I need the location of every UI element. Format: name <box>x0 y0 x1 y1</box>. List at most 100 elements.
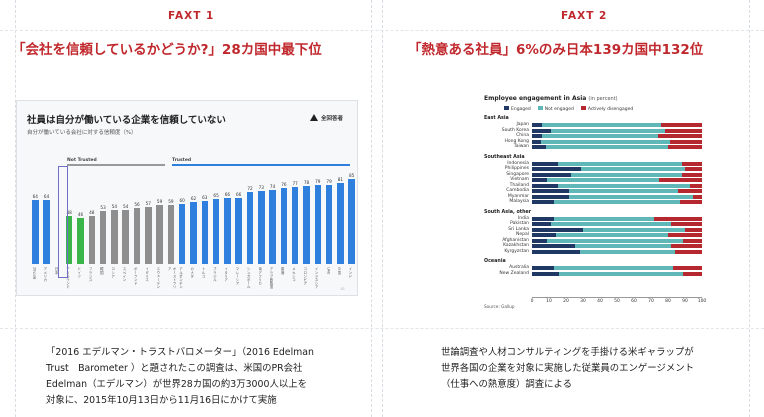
legend-item: Actively disengaged <box>580 106 634 112</box>
country-label: Cambodia <box>506 188 529 194</box>
trust-bar-category: アラブ首長国 <box>269 267 274 289</box>
country-bar-segment <box>545 145 668 150</box>
trust-bar-category: インドネシア <box>315 267 319 289</box>
caption-line: 世論調査や人材コンサルティングを手掛ける米ギャラップが <box>441 347 694 358</box>
country-bar-segment <box>583 227 685 232</box>
guide-line <box>0 328 764 329</box>
trust-bar-value: 73 <box>258 185 264 190</box>
trust-bar-value: 72 <box>247 186 253 191</box>
trust-bar <box>314 185 321 264</box>
country-label: Hong Kong <box>504 138 529 144</box>
guide-line <box>371 0 372 417</box>
x-tick-label: 50 <box>614 299 620 304</box>
group-trusted-line <box>172 164 350 166</box>
trust-bar-value: 48 <box>89 210 95 215</box>
country-bar-segment <box>554 216 655 221</box>
trust-bar <box>99 211 107 264</box>
country-label: Thailand <box>509 182 529 188</box>
trust-bar <box>258 191 265 264</box>
trust-bar-chart: 64 28カ国 64 アメリカ 日本 48 アイルランド 46 ドイツ 48 フランス 53 韓国 54 ロ… <box>17 101 357 295</box>
legend-label: Actively disengaged <box>587 107 634 112</box>
country-label: Japan <box>516 122 529 128</box>
legend-item: Engaged <box>504 106 531 112</box>
trust-bar-value: 85 <box>349 173 355 178</box>
trust-bar-category: イギリス <box>145 267 150 282</box>
trust-bar-value: 76 <box>281 182 287 187</box>
trust-bar-value: 64 <box>32 194 38 199</box>
country-bar-segment <box>542 134 658 139</box>
trust-bar <box>156 205 163 264</box>
trust-bar-category: カナダ <box>190 267 195 278</box>
country-bar-segment <box>654 216 702 221</box>
country-bar-segment <box>671 222 702 227</box>
trust-bar-category: インド <box>348 267 353 278</box>
fact-2-label: FAXT 2 <box>561 10 608 22</box>
country-bar <box>532 139 702 144</box>
trust-bar-category: メキシコ <box>292 267 297 282</box>
country-bar <box>532 244 702 249</box>
engagement-chart-title-text: Employee engagement in Asia <box>484 95 587 102</box>
legend-label: Not engaged <box>544 107 574 112</box>
region-label: Oceania <box>484 259 506 264</box>
trust-bar <box>43 200 50 264</box>
trust-bar <box>65 216 73 264</box>
trust-bar <box>190 202 197 264</box>
engagement-legend: Engaged Not engaged Actively disengaged <box>504 106 640 112</box>
country-bar-segment <box>542 123 662 128</box>
country-bar-segment <box>554 266 674 271</box>
engagement-chart: Employee engagement in Asia (in percent)… <box>484 95 710 310</box>
country-bar-segment <box>679 200 702 205</box>
country-label: Pakistan <box>510 221 529 227</box>
slide-subtitle: 自分が働いている会社に対する信頼度（%） <box>27 130 137 136</box>
country-bar-segment <box>569 189 679 194</box>
trust-bar-value: 79 <box>326 179 332 184</box>
country-bar-segment <box>569 194 694 199</box>
country-bar-segment <box>661 123 702 128</box>
trust-bar-value: 59 <box>156 199 163 204</box>
trust-bar-category: 中国 <box>337 267 342 275</box>
country-bar-segment <box>681 172 702 177</box>
country-label: Myanmar <box>507 193 529 199</box>
trust-bar <box>212 199 220 264</box>
trust-bar-value: 46 <box>77 212 84 217</box>
x-tick-label: 100 <box>697 299 707 304</box>
trust-bar-category: ブラジル <box>213 267 218 282</box>
country-bar-segment <box>532 134 543 139</box>
country-bar-segment <box>555 233 668 238</box>
caption-line: （仕事への熱意度）調査による <box>441 379 572 390</box>
country-bar-segment <box>532 216 555 221</box>
trust-bar-value: 81 <box>337 177 344 182</box>
country-bar-segment <box>664 128 702 133</box>
country-bar-segment <box>659 178 702 183</box>
country-bar <box>532 161 702 166</box>
country-label: Philippines <box>504 166 529 172</box>
country-bar-segment <box>693 194 702 199</box>
trust-bar-category: 香港 <box>281 267 286 275</box>
japan-highlight-box <box>58 166 68 278</box>
country-label: Nepal <box>516 232 529 238</box>
country-bar-segment <box>532 161 558 166</box>
trust-bar-value: 57 <box>145 201 151 206</box>
country-bar-segment <box>667 233 702 238</box>
group-not-trusted-line <box>67 164 165 166</box>
country-bar-segment <box>581 167 685 172</box>
country-bar-segment <box>532 271 560 276</box>
country-bar-segment <box>550 222 672 227</box>
triangle-logo-icon <box>309 114 318 121</box>
country-bar-segment <box>671 244 702 249</box>
country-bar <box>532 183 702 188</box>
slide-title: 社員は自分が働いている企業を信頼していない <box>27 115 226 126</box>
slide-page-number: 41 <box>340 287 345 291</box>
country-bar <box>532 128 702 133</box>
trust-bar-category: シンガポール <box>247 267 252 289</box>
country-bar-segment <box>547 238 684 243</box>
trust-bar <box>77 218 84 264</box>
country-label: Kyrgyzstan <box>504 248 529 254</box>
trust-bar <box>133 208 141 264</box>
trust-bar <box>111 210 118 264</box>
trust-bar-value: 54 <box>123 204 129 209</box>
country-bar-segment <box>683 271 702 276</box>
country-label: Taiwan <box>513 144 529 150</box>
x-axis-line <box>532 297 702 298</box>
trust-bar-category: ロシア <box>111 267 116 278</box>
